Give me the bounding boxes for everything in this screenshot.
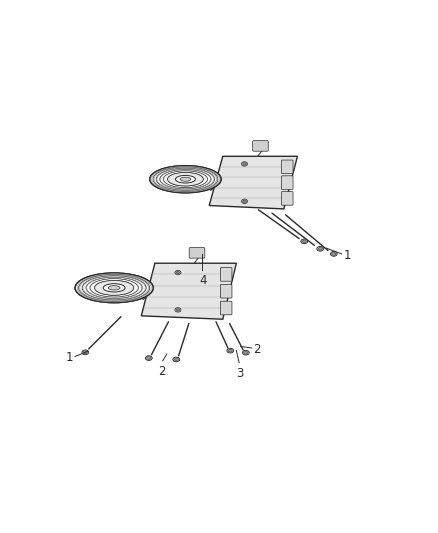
Ellipse shape (145, 356, 152, 360)
Ellipse shape (243, 163, 246, 165)
Ellipse shape (176, 175, 195, 183)
Ellipse shape (174, 358, 178, 361)
FancyBboxPatch shape (282, 160, 293, 174)
Ellipse shape (227, 348, 233, 353)
Text: 4: 4 (199, 273, 207, 287)
Text: 2: 2 (253, 343, 261, 356)
Ellipse shape (244, 351, 248, 354)
Ellipse shape (168, 173, 203, 186)
Ellipse shape (95, 280, 134, 295)
Ellipse shape (180, 177, 191, 181)
Ellipse shape (83, 351, 87, 354)
Ellipse shape (317, 246, 324, 251)
Text: 2: 2 (158, 365, 166, 378)
FancyBboxPatch shape (282, 176, 293, 189)
FancyBboxPatch shape (282, 191, 293, 205)
FancyBboxPatch shape (253, 141, 268, 151)
Ellipse shape (228, 349, 232, 352)
Ellipse shape (75, 273, 153, 303)
FancyBboxPatch shape (220, 285, 232, 298)
Ellipse shape (318, 247, 322, 250)
Ellipse shape (241, 199, 247, 204)
Ellipse shape (150, 166, 221, 193)
Ellipse shape (108, 286, 120, 290)
Ellipse shape (243, 200, 246, 203)
Ellipse shape (75, 273, 153, 303)
Ellipse shape (175, 270, 181, 275)
Ellipse shape (301, 239, 307, 244)
Text: 1: 1 (343, 249, 351, 262)
Ellipse shape (150, 166, 221, 193)
Polygon shape (141, 263, 237, 319)
Polygon shape (209, 156, 297, 209)
Ellipse shape (103, 284, 125, 292)
Text: 1: 1 (66, 351, 74, 364)
Ellipse shape (176, 271, 180, 274)
Ellipse shape (243, 350, 249, 355)
Ellipse shape (330, 252, 337, 256)
Ellipse shape (175, 308, 181, 312)
Ellipse shape (173, 357, 180, 362)
Text: 3: 3 (237, 367, 244, 380)
Ellipse shape (302, 240, 306, 243)
FancyBboxPatch shape (189, 248, 205, 258)
FancyBboxPatch shape (220, 301, 232, 315)
Ellipse shape (176, 309, 180, 311)
Ellipse shape (332, 253, 336, 255)
Ellipse shape (147, 357, 151, 359)
Ellipse shape (82, 350, 88, 354)
Ellipse shape (241, 161, 247, 166)
FancyBboxPatch shape (220, 268, 232, 281)
